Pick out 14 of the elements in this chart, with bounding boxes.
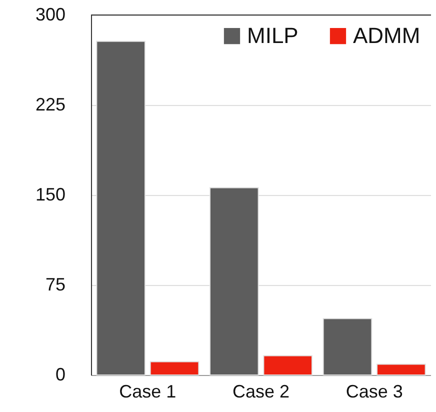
legend-label: ADMM — [353, 23, 420, 48]
y-tick-label: 0 — [55, 364, 66, 384]
y-tick-label: 300 — [35, 4, 66, 24]
y-tick-label: 150 — [35, 184, 66, 204]
x-tick-label: Case 2 — [232, 382, 290, 402]
y-tick-label: 75 — [45, 274, 66, 294]
bar — [376, 364, 426, 376]
bar — [322, 318, 372, 376]
bar — [150, 361, 200, 376]
bar — [263, 355, 312, 376]
x-tick-label: Case 3 — [346, 382, 403, 402]
x-tick-label: Case 1 — [119, 382, 176, 402]
legend-label: MILP — [247, 23, 298, 48]
y-tick-label: 225 — [35, 94, 66, 114]
